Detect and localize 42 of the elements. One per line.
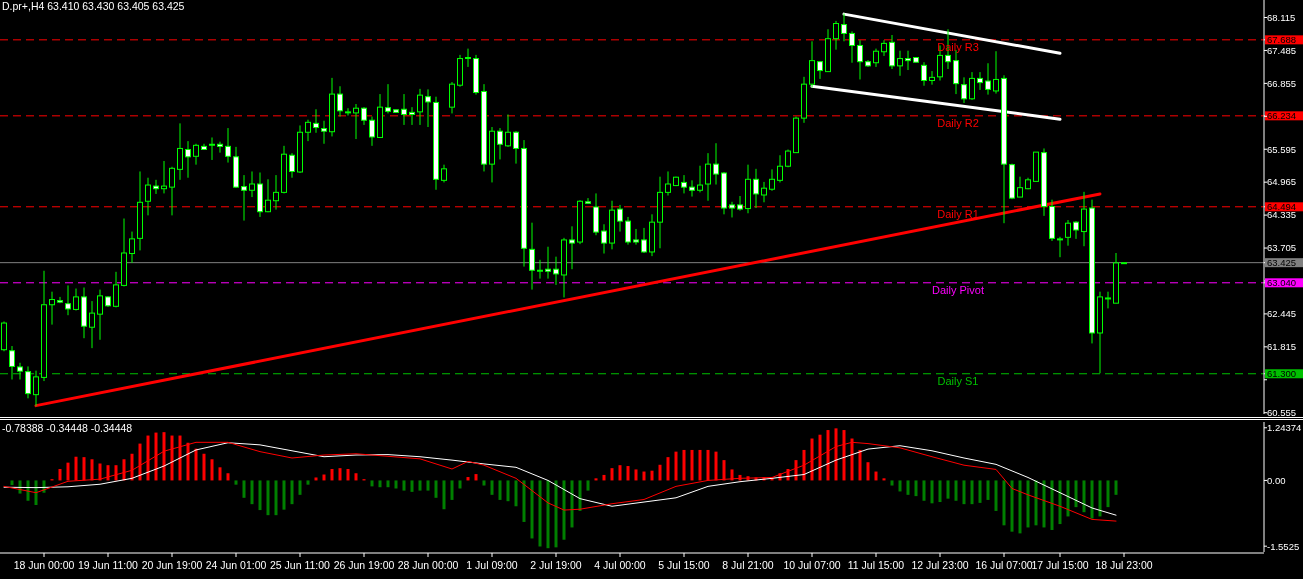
chart-title: D.pr+,H4 63.410 63.430 63.405 63.425	[2, 0, 185, 12]
y-tick-label: 62.445	[1267, 308, 1297, 320]
x-tick-label: 24 Jun 01:00	[205, 559, 267, 571]
y-tick-label: 68.115	[1267, 11, 1296, 23]
x-tick-label: 20 Jun 19:00	[141, 559, 203, 571]
y-tick-label: 1.24374	[1267, 422, 1302, 434]
x-tick-label: 12 Jul 23:00	[911, 559, 969, 571]
ref-line-label: Daily Pivot	[932, 283, 984, 296]
y-tick-label: 66.855	[1267, 77, 1297, 89]
y-tick-label: 63.425	[1267, 257, 1297, 268]
x-tick-label: 16 Jul 07:00	[975, 559, 1033, 571]
ref-line-label: Daily S1	[937, 374, 979, 387]
y-tick-label: 61.300	[1267, 368, 1297, 380]
x-tick-label: 26 Jun 19:00	[333, 559, 395, 571]
x-tick-label: 10 Jul 07:00	[783, 559, 841, 571]
x-tick-label: 18 Jul 23:00	[1095, 559, 1153, 571]
x-tick-label: 25 Jun 11:00	[270, 559, 331, 571]
x-tick-label: 5 Jul 15:00	[658, 559, 710, 571]
y-tick-label: 67.485	[1267, 44, 1297, 56]
x-tick-label: 8 Jul 21:00	[722, 559, 774, 571]
y-tick-label: 61.815	[1267, 341, 1297, 353]
x-tick-label: 17 Jul 15:00	[1031, 559, 1089, 571]
x-tick-label: 28 Jun 00:00	[397, 559, 459, 571]
y-tick-label: -1.5525	[1267, 540, 1300, 552]
x-tick-label: 19 Jun 11:00	[78, 559, 139, 571]
ref-line-label: Daily R3	[937, 40, 979, 53]
y-tick-label: 64.965	[1267, 176, 1297, 188]
x-tick-label: 18 Jun 00:00	[13, 559, 75, 571]
y-tick-label: 67.688	[1267, 34, 1297, 46]
y-tick-label: 60.555	[1267, 407, 1297, 419]
ref-line-label: Daily R2	[937, 116, 979, 129]
ref-line-label: Daily R1	[937, 207, 979, 220]
x-tick-label: 11 Jul 15:00	[847, 559, 905, 571]
x-tick-label: 1 Jul 09:00	[466, 559, 518, 571]
chart-title: -0.78388 -0.34448 -0.34448	[2, 422, 133, 434]
x-tick-label: 2 Jul 19:00	[530, 559, 582, 571]
x-tick-label: 4 Jul 00:00	[594, 559, 646, 571]
y-tick-label: 63.040	[1267, 277, 1297, 289]
y-tick-label: 63.705	[1267, 242, 1297, 254]
y-tick-label: 65.595	[1267, 143, 1297, 155]
y-tick-label: 66.234	[1267, 110, 1297, 122]
y-tick-label: 0.00	[1267, 474, 1286, 486]
